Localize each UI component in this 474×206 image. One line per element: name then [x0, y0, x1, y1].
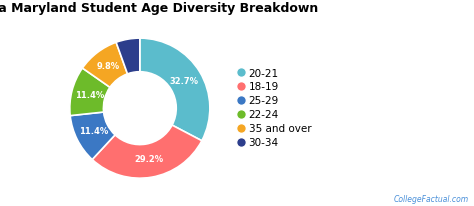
Title: Loyola Maryland Student Age Diversity Breakdown: Loyola Maryland Student Age Diversity Br…: [0, 2, 319, 15]
Wedge shape: [116, 38, 140, 74]
Wedge shape: [82, 42, 128, 87]
Wedge shape: [70, 112, 115, 159]
Wedge shape: [140, 38, 210, 141]
Text: 29.2%: 29.2%: [134, 155, 163, 164]
Wedge shape: [92, 125, 202, 178]
Wedge shape: [70, 68, 110, 116]
Text: 32.7%: 32.7%: [170, 77, 199, 86]
Text: 9.8%: 9.8%: [97, 62, 120, 71]
Text: 11.4%: 11.4%: [75, 91, 104, 100]
Text: CollegeFactual.com: CollegeFactual.com: [394, 195, 469, 204]
Legend: 20-21, 18-19, 25-29, 22-24, 35 and over, 30-34: 20-21, 18-19, 25-29, 22-24, 35 and over,…: [236, 66, 313, 150]
Text: 11.4%: 11.4%: [79, 127, 108, 136]
